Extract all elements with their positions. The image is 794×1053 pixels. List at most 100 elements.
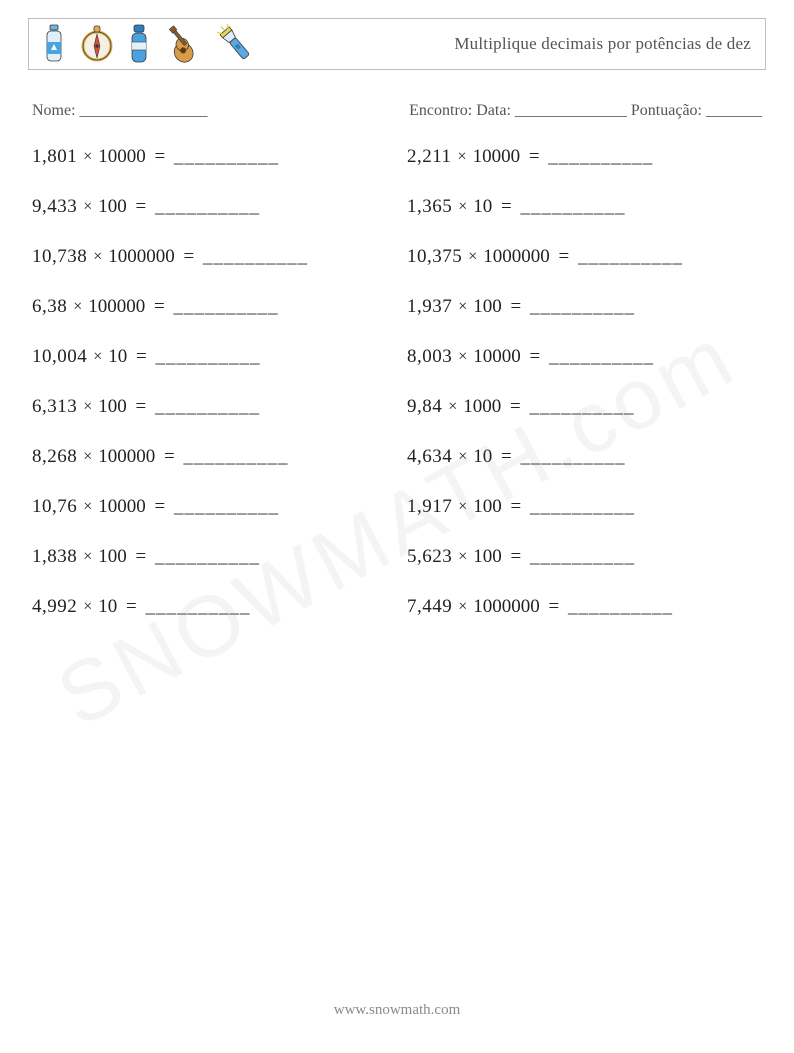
operand-b: 100 — [98, 196, 127, 217]
operand-b: 10 — [473, 446, 492, 467]
water-bottle-icon — [43, 24, 65, 64]
answer-blank: __________ — [521, 196, 626, 217]
multiply-sign: × — [83, 198, 92, 216]
equals-sign: = — [131, 196, 151, 217]
equals-sign: = — [150, 496, 170, 517]
problem-right: 7,449×1000000 = __________ — [407, 596, 762, 618]
multiply-sign: × — [448, 398, 457, 416]
problem-left: 9,433 × 100 = __________ — [32, 196, 387, 218]
operand-a: 1,937 — [407, 296, 452, 317]
multiply-sign: × — [458, 548, 467, 566]
answer-blank: __________ — [146, 596, 251, 617]
operand-a: 4,634 — [407, 446, 452, 467]
operand-b: 1000000 — [473, 596, 540, 617]
equals-sign: = — [159, 446, 179, 467]
multiply-sign: × — [468, 248, 477, 266]
equals-sign: = — [544, 596, 564, 617]
answer-blank: __________ — [548, 146, 653, 167]
problem-left: 10,004×10 = __________ — [32, 346, 387, 368]
equals-sign: = — [496, 446, 516, 467]
operand-b: 1000 — [463, 396, 501, 417]
operand-a: 9,433 — [32, 196, 77, 217]
operand-a: 10,738 — [32, 246, 87, 267]
equals-sign: = — [505, 396, 525, 417]
multiply-sign: × — [83, 398, 92, 416]
equals-sign: = — [121, 596, 141, 617]
answer-blank: __________ — [578, 246, 683, 267]
answer-blank: __________ — [549, 346, 654, 367]
problem-left: 6,38×100000 = __________ — [32, 296, 387, 318]
multiply-sign: × — [458, 498, 467, 516]
problem-left: 1,801×10000 = __________ — [32, 146, 387, 168]
operand-a: 1,838 — [32, 546, 77, 567]
problem-right: 5,623×100 = __________ — [407, 546, 762, 568]
multiply-sign: × — [83, 548, 92, 566]
flashlight-icon — [217, 24, 257, 64]
operand-a: 10,375 — [407, 246, 462, 267]
equals-sign: = — [131, 396, 151, 417]
answer-blank: __________ — [155, 396, 260, 417]
equals-sign: = — [131, 546, 151, 567]
operand-a: 8,268 — [32, 446, 77, 467]
worksheet-page: Multiplique decimais por potências de de… — [0, 0, 794, 618]
operand-a: 1,917 — [407, 496, 452, 517]
problem-right: 2,211×10000 = __________ — [407, 146, 762, 168]
operand-a: 10,76 — [32, 496, 77, 517]
operand-b: 10000 — [98, 146, 146, 167]
problem-right: 1,937 × 100 = __________ — [407, 296, 762, 318]
problem-right: 1,917×100 = __________ — [407, 496, 762, 518]
problem-right: 10,375×1000000 = __________ — [407, 246, 762, 268]
answer-blank: __________ — [155, 196, 260, 217]
multiply-sign: × — [73, 298, 82, 316]
problem-right: 1,365×10 = __________ — [407, 196, 762, 218]
worksheet-title: Multiplique decimais por potências de de… — [454, 34, 751, 54]
date-score-label: Encontro: Data: ______________ Pontuação… — [409, 102, 762, 120]
answer-blank: __________ — [184, 446, 289, 467]
problem-left: 8,268×100000 = __________ — [32, 446, 387, 468]
answer-blank: __________ — [156, 346, 261, 367]
meta-row: Nome: ________________ Encontro: Data: _… — [32, 102, 762, 120]
equals-sign: = — [149, 296, 169, 317]
problem-right: 9,84 × 1000 = __________ — [407, 396, 762, 418]
answer-blank: __________ — [521, 446, 626, 467]
operand-a: 9,84 — [407, 396, 442, 417]
problem-left: 1,838×100 = __________ — [32, 546, 387, 568]
multiply-sign: × — [458, 148, 467, 166]
answer-blank: __________ — [530, 296, 635, 317]
equals-sign: = — [506, 496, 526, 517]
compass-icon — [79, 24, 115, 64]
operand-a: 7,449 — [407, 596, 452, 617]
operand-b: 100 — [473, 296, 502, 317]
header-bar: Multiplique decimais por potências de de… — [28, 18, 766, 70]
multiply-sign: × — [458, 198, 467, 216]
operand-b: 100000 — [88, 296, 145, 317]
problem-left: 6,313×100 = __________ — [32, 396, 387, 418]
problem-left: 10,738×1000000 = __________ — [32, 246, 387, 268]
answer-blank: __________ — [203, 246, 308, 267]
operand-b: 10 — [108, 346, 127, 367]
operand-a: 6,38 — [32, 296, 67, 317]
operand-b: 10 — [473, 196, 492, 217]
operand-b: 100 — [473, 496, 502, 517]
multiply-sign: × — [458, 298, 467, 316]
operand-a: 1,365 — [407, 196, 452, 217]
operand-a: 5,623 — [407, 546, 452, 567]
answer-blank: __________ — [155, 546, 260, 567]
operand-a: 2,211 — [407, 146, 452, 167]
answer-blank: __________ — [530, 396, 635, 417]
equals-sign: = — [525, 346, 545, 367]
equals-sign: = — [524, 146, 544, 167]
header-icons — [43, 24, 257, 64]
operand-b: 10 — [98, 596, 117, 617]
operand-a: 6,313 — [32, 396, 77, 417]
equals-sign: = — [179, 246, 199, 267]
operand-b: 100000 — [98, 446, 155, 467]
problem-right: 4,634×10 = __________ — [407, 446, 762, 468]
equals-sign: = — [506, 296, 526, 317]
multiply-sign: × — [83, 148, 92, 166]
operand-b: 1000000 — [108, 246, 175, 267]
problem-left: 10,76×10000 = __________ — [32, 496, 387, 518]
equals-sign: = — [554, 246, 574, 267]
multiply-sign: × — [458, 348, 467, 366]
operand-a: 8,003 — [407, 346, 452, 367]
